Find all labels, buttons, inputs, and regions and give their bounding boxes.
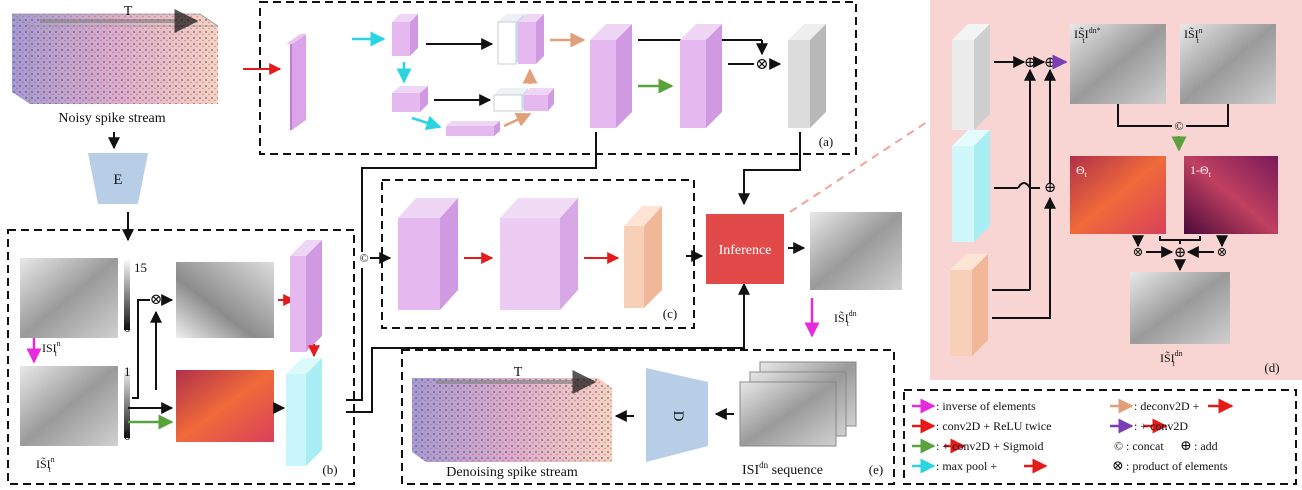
legend-item: : + conv2D + Sigmoid — [936, 439, 1044, 453]
panel-c: (c) — [381, 179, 695, 329]
panel-e: T Denoising spike stream D ISIdn sequenc… — [401, 349, 895, 485]
svg-text:⊕: ⊕ — [1044, 180, 1057, 196]
isi-dn-sequence-image — [739, 381, 837, 447]
decoder-label: D — [670, 411, 686, 422]
colorbar-top — [124, 258, 130, 330]
inference-label: Inference — [719, 243, 772, 258]
svg-text:©: © — [1114, 439, 1123, 453]
isi-n-image-d — [1180, 24, 1276, 104]
theta-map-image — [176, 370, 274, 442]
panel-b-label: (b) — [322, 462, 337, 477]
isi-dn-star-image — [1070, 24, 1166, 104]
svg-text:Θt: Θt — [1076, 163, 1088, 179]
legend-item: : deconv2D + — [1134, 399, 1200, 413]
panel-d: ⊕ ⊕ ⊕ IS̃Idn* t IS̃In t © Θt 1-Θt ⊗ ⊗ ⊕ IS… — [930, 0, 1302, 380]
isi-dn-output-image-d — [1130, 272, 1230, 344]
denoise-time-label: T — [514, 365, 523, 380]
panel-e-label: (e) — [869, 462, 883, 477]
svg-text:⊕: ⊕ — [1180, 439, 1192, 454]
isi-noisy-image — [20, 258, 118, 338]
svg-text:0: 0 — [124, 320, 131, 335]
svg-text:©: © — [1174, 119, 1183, 133]
svg-text:⊗: ⊗ — [1133, 244, 1144, 259]
legend-item: : add — [1194, 439, 1218, 453]
panel-c-label: (c) — [663, 306, 677, 321]
encoder-label: E — [113, 172, 122, 188]
svg-text:⊗: ⊗ — [1112, 459, 1124, 474]
svg-text:15: 15 — [134, 260, 147, 275]
svg-text:⊕: ⊕ — [1044, 55, 1057, 71]
svg-text:1: 1 — [124, 364, 131, 379]
svg-text:IS̃Idn*t: IS̃Idn* t — [1074, 26, 1101, 45]
stream-time-label: T — [124, 4, 133, 19]
svg-text:0: 0 — [124, 428, 131, 443]
denoise-caption: Denoising spike stream — [446, 465, 578, 480]
inference-output-image — [810, 212, 902, 290]
svg-text:IS̃Int: IS̃In t — [1184, 26, 1203, 45]
svg-text:⊕: ⊕ — [1024, 55, 1037, 71]
legend-item: : max pool + — [936, 459, 997, 473]
isi-tilde-label: IS̃In t — [36, 455, 55, 474]
legend-item: : inverse of elements — [936, 399, 1036, 413]
isi-n-label: ISIn t — [42, 339, 61, 358]
colorbar-bottom — [124, 366, 130, 438]
panel-d-label: (d) — [1264, 360, 1279, 375]
panel-a-label: (a) — [819, 134, 833, 149]
isi-tilde-image — [20, 366, 118, 446]
legend-item: : concat — [1126, 439, 1164, 453]
encoder-block: E — [88, 153, 148, 204]
noisy-stream-caption: Noisy spike stream — [58, 111, 165, 126]
panel-a: ⊗ (a) — [259, 1, 857, 155]
isi-dn-sequence-label: ISIdn sequence — [742, 460, 823, 478]
svg-text:⊗: ⊗ — [755, 56, 768, 73]
legend-item: : + conv2D — [1134, 419, 1188, 433]
svg-text:1-Θt: 1-Θt — [1190, 163, 1212, 179]
legend-item: : product of elements — [1126, 459, 1228, 473]
noisy-spike-stream: T Noisy spike stream — [11, 4, 219, 126]
svg-text:⊕: ⊕ — [1174, 245, 1187, 261]
inference-output-label: IS̃Idn t — [834, 309, 857, 328]
one-minus-theta-image — [1184, 156, 1278, 234]
svg-text:⊗: ⊗ — [1217, 244, 1228, 259]
inference-block: Inference — [706, 214, 784, 284]
legend-item: : conv2D + ReLU twice — [936, 419, 1051, 433]
legend: : inverse of elements : conv2D + ReLU tw… — [903, 389, 1297, 485]
product-image — [176, 262, 274, 338]
theta-image — [1070, 156, 1166, 234]
svg-text:⊗: ⊗ — [150, 292, 163, 308]
panel-b: 15 0 ISIn t 1 0 IS̃In t ⊗ (b) — [7, 229, 355, 485]
svg-text:©: © — [359, 251, 368, 265]
